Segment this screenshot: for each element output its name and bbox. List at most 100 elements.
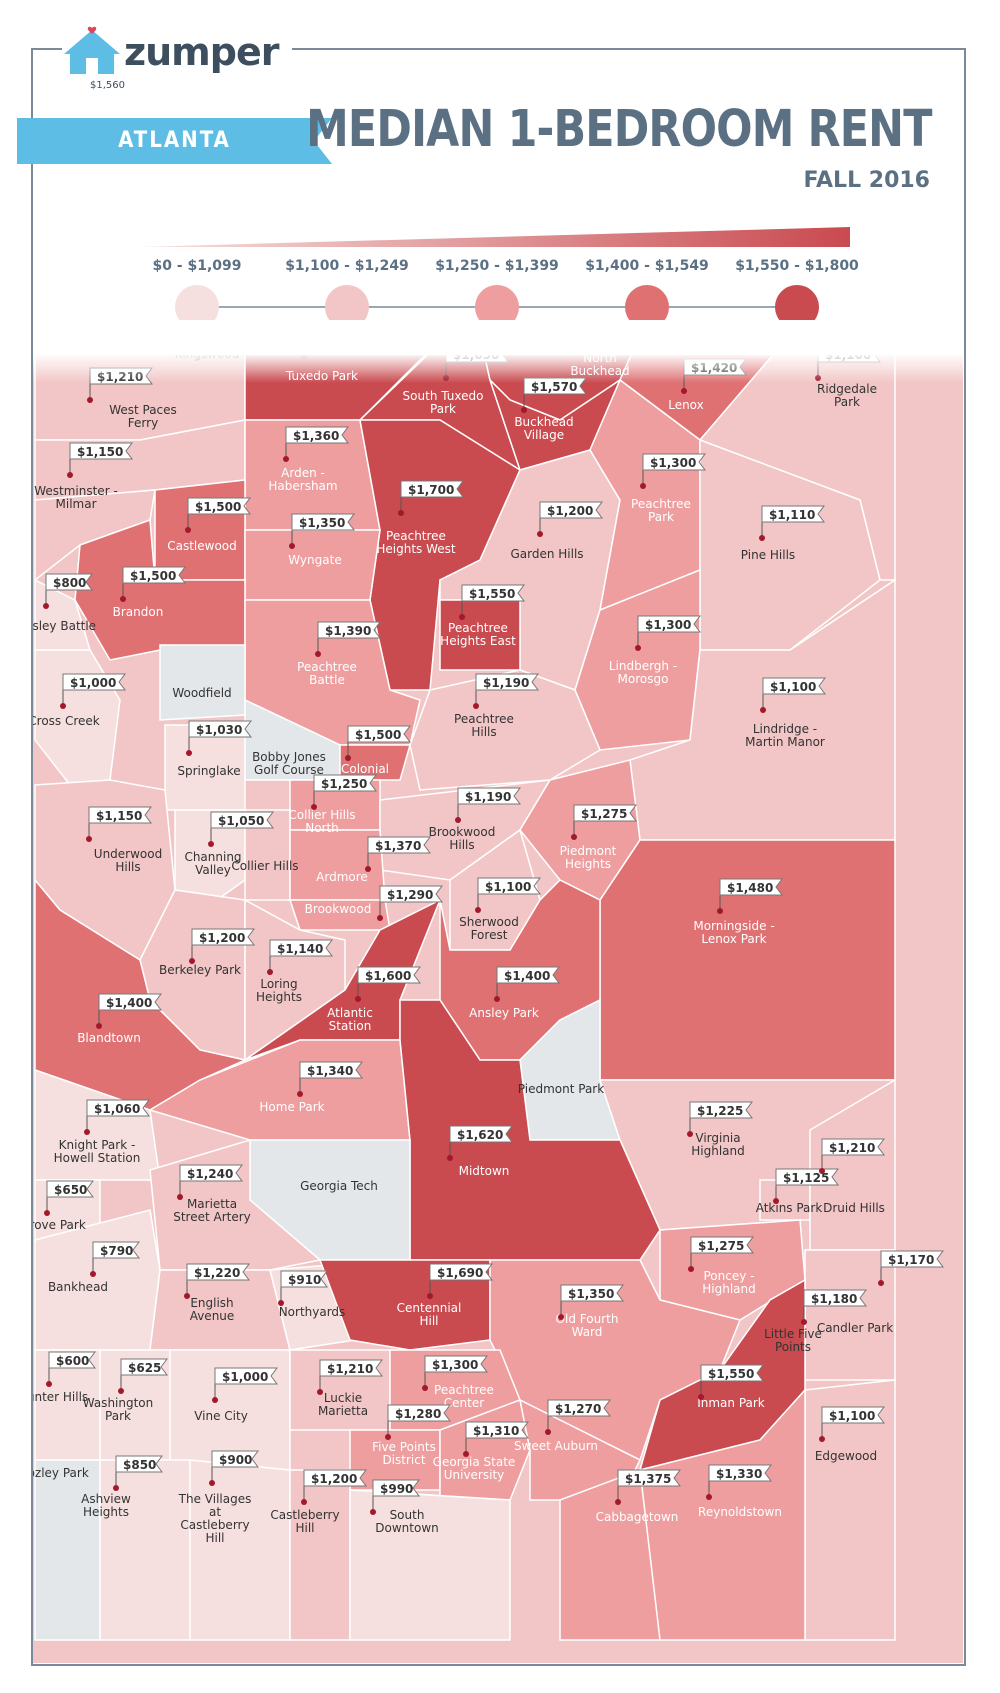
price-text: $1,250	[321, 777, 367, 791]
price-text: $1,190	[465, 790, 511, 804]
label-edgewood: Edgewood	[815, 1449, 877, 1463]
location-dot	[640, 483, 646, 489]
price-text: $1,110	[769, 508, 815, 522]
location-dot	[118, 1388, 124, 1394]
price-flag-bankhead: $790	[90, 1241, 140, 1277]
location-dot	[687, 1131, 693, 1137]
price-text: $1,000	[222, 1370, 268, 1384]
location-dot	[537, 531, 543, 537]
location-dot	[289, 543, 295, 549]
label-five-points-district: Five Points District	[372, 1440, 436, 1467]
label-marietta-street-artery: Marietta Street Artery	[173, 1197, 251, 1224]
price-flag-colonial: $1,500	[345, 725, 411, 761]
flag-box	[45, 573, 93, 591]
legend-swatch-3	[475, 285, 519, 320]
price-text: $1,300	[645, 618, 691, 632]
price-text: $1,275	[698, 1239, 744, 1253]
price-flag-grove-park: $650	[44, 1180, 94, 1216]
price-text: $1,030	[196, 723, 242, 737]
region-south-downtown	[349, 1489, 511, 1641]
price-flag-peachtree-battle: $1,390	[315, 621, 381, 657]
label-south-downtown: South Downtown	[375, 1508, 438, 1535]
price-flag-centennial-hill: $1,690	[427, 1263, 493, 1299]
price-text: $1,000	[70, 676, 116, 690]
price-text: $1,200	[547, 504, 593, 518]
location-dot	[177, 1194, 183, 1200]
label-sweet-auburn: Sweet Auburn	[514, 1439, 598, 1453]
house-icon	[64, 26, 120, 74]
location-dot	[773, 1198, 779, 1204]
flag-box	[880, 1250, 944, 1268]
flag-box	[186, 1263, 250, 1281]
location-dot	[86, 836, 92, 842]
price-text: $1,310	[473, 1424, 519, 1438]
label-old-fourth-ward: Old Fourth Ward	[556, 1312, 619, 1339]
label-ardmore: Ardmore	[316, 870, 368, 884]
location-dot	[87, 397, 93, 403]
price-text: $1,060	[94, 1102, 140, 1116]
price-text: $1,210	[829, 1141, 875, 1155]
price-flag-midtown: $1,620	[447, 1125, 513, 1161]
label-inman-park: Inman Park	[697, 1396, 765, 1410]
price-flag-vine-city: $1,000	[212, 1367, 278, 1403]
flag-box	[761, 505, 825, 523]
price-text: $1,600	[365, 969, 411, 983]
label-knight-park-howell-station: Knight Park -Howell Station	[54, 1138, 141, 1165]
label-bankhead: Bankhead	[48, 1280, 108, 1294]
price-flag-sweet-auburn: $1,270	[545, 1399, 611, 1435]
flag-box	[299, 1061, 363, 1079]
price-text: $1,550	[469, 587, 515, 601]
label-arden-habersham: Arden -Habersham	[268, 466, 337, 493]
flag-box	[285, 426, 349, 444]
price-flag-cross-creek: $1,000	[60, 673, 126, 709]
price-flag-berkeley-park: $1,200	[189, 928, 255, 964]
price-flag-castleberry-hill: $1,200	[301, 1469, 367, 1505]
flag-box	[547, 1399, 611, 1417]
location-dot	[301, 1499, 307, 1505]
flag-box	[424, 1355, 488, 1373]
price-flag-loring-heights: $1,140	[267, 939, 333, 975]
location-dot	[43, 603, 49, 609]
price-flag-peachtree-hills: $1,190	[473, 673, 539, 709]
price-flag-five-points-district: $1,280	[385, 1404, 451, 1440]
label-brookwood-hills: Brookwood Hills	[429, 825, 496, 852]
zumper-logo: zumper $1,560	[62, 26, 292, 96]
price-flag-pine-hills: $1,110	[759, 505, 825, 541]
legend-label-1: $0 - $1,099	[152, 258, 242, 274]
label-mozley-park: Mozley Park	[33, 1466, 89, 1480]
flag-box	[319, 1359, 383, 1377]
label-home-park: Home Park	[259, 1100, 324, 1114]
price-flag-morningside-lenox-park: $1,480	[717, 878, 783, 914]
location-dot	[422, 1385, 428, 1391]
price-text: $850	[123, 1458, 156, 1472]
label-west-paces-ferry: West Paces Ferry	[109, 403, 177, 430]
location-dot	[46, 1381, 52, 1387]
label-buckhead-village: Buckhead Village	[514, 415, 573, 442]
location-dot	[297, 1091, 303, 1097]
location-dot	[212, 1397, 218, 1403]
price-flag-brandon: $1,500	[120, 566, 186, 602]
label-underwood-hills: Underwood Hills	[94, 847, 162, 874]
price-text: $1,225	[697, 1104, 743, 1118]
price-flag-piedmont-heights: $1,275	[571, 804, 637, 840]
location-dot	[459, 614, 465, 620]
flag-box	[449, 1125, 513, 1143]
label-castlewood: Castlewood	[167, 539, 237, 553]
legend-swatch-4	[625, 285, 669, 320]
price-flag-castlewood: $1,500	[185, 497, 251, 533]
price-flag-poncey-highland: $1,275	[688, 1236, 754, 1272]
price-text: $900	[219, 1453, 252, 1467]
location-dot	[385, 1434, 391, 1440]
location-dot	[184, 1293, 190, 1299]
region-centennial-hill	[318, 1259, 491, 1351]
label-cabbagetown: Cabbagetown	[596, 1510, 679, 1524]
location-dot	[475, 907, 481, 913]
location-dot	[878, 1280, 884, 1286]
price-text: $1,100	[829, 1409, 875, 1423]
price-flag-channing-valley: $1,050	[208, 811, 274, 847]
price-text: $1,240	[187, 1167, 233, 1181]
price-text: $1,350	[299, 516, 345, 530]
label-morningside-lenox-park: Morningside -Lenox Park	[693, 919, 774, 946]
price-text: $800	[53, 576, 86, 590]
ribbon-shape	[17, 118, 332, 164]
